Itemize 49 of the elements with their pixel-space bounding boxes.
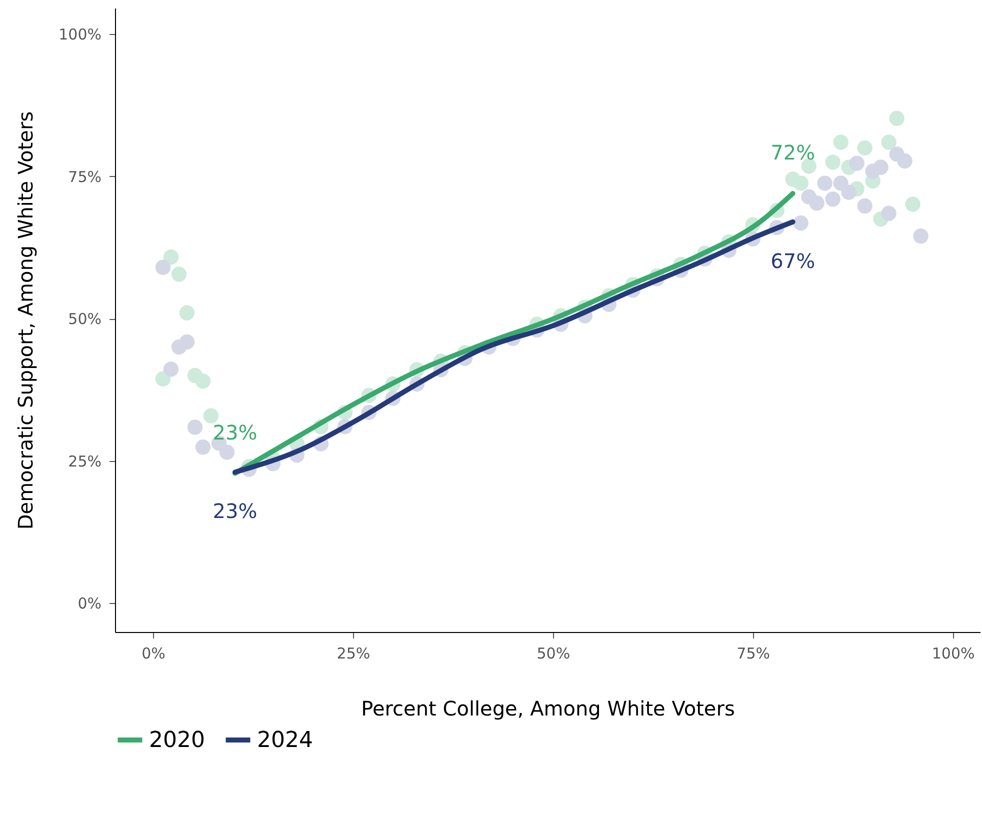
legend-label: 2020 xyxy=(149,728,205,753)
x-tick-label: 50% xyxy=(536,644,570,662)
y-tick-label: 50% xyxy=(68,310,102,328)
point xyxy=(817,176,832,191)
point xyxy=(187,420,203,435)
y-tick-label: 0% xyxy=(78,594,102,612)
point xyxy=(155,260,171,275)
point xyxy=(897,153,912,169)
point xyxy=(841,184,856,200)
point xyxy=(801,158,816,174)
point xyxy=(881,134,896,150)
point xyxy=(857,140,872,156)
point xyxy=(881,206,896,221)
point xyxy=(905,196,920,212)
x-tick-label: 25% xyxy=(336,644,370,662)
x-tick-label: 75% xyxy=(736,644,770,662)
point xyxy=(195,374,211,389)
point xyxy=(195,440,211,455)
point xyxy=(849,156,864,171)
point xyxy=(809,196,824,211)
point xyxy=(913,228,928,244)
data-label: 23% xyxy=(212,420,258,444)
point xyxy=(793,215,808,231)
data-label: 23% xyxy=(212,499,258,524)
point xyxy=(179,305,195,320)
point xyxy=(155,371,171,386)
y-tick-label: 75% xyxy=(68,168,102,186)
x-axis-title: Percent College, Among White Voters xyxy=(361,696,735,720)
y-axis-title: Democratic Support, Among White Voters xyxy=(14,111,38,530)
point xyxy=(219,444,235,460)
point xyxy=(825,154,840,170)
point xyxy=(889,110,904,126)
data-label: 72% xyxy=(770,140,816,164)
point xyxy=(171,266,187,282)
x-tick-label: 0% xyxy=(142,644,166,662)
point xyxy=(873,160,888,175)
legend-label: 2024 xyxy=(257,728,313,753)
x-tick-label: 100% xyxy=(932,644,975,662)
point xyxy=(163,250,179,265)
point xyxy=(857,198,872,214)
point xyxy=(203,408,219,424)
point xyxy=(171,339,187,355)
data-label: 67% xyxy=(770,248,816,273)
point xyxy=(833,134,848,150)
y-tick-label: 25% xyxy=(68,452,102,470)
point xyxy=(163,362,179,377)
y-tick-label: 100% xyxy=(58,26,102,44)
point xyxy=(825,192,840,207)
point xyxy=(793,176,808,191)
